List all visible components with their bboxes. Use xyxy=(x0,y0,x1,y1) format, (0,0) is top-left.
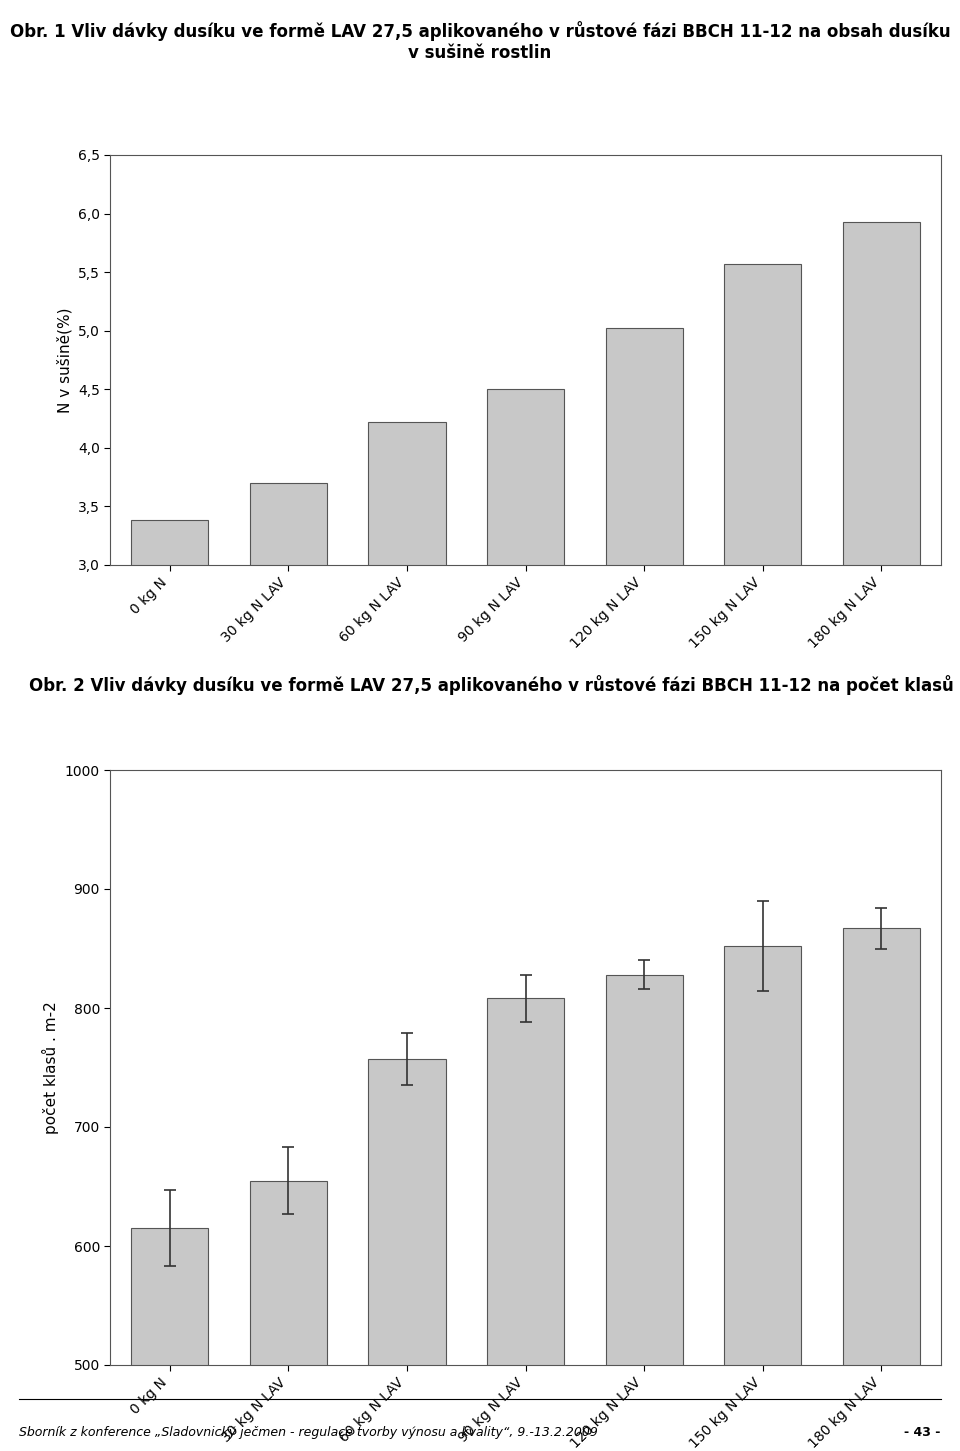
Y-axis label: N v sušině(%): N v sušině(%) xyxy=(57,308,72,412)
Bar xyxy=(250,483,327,917)
Text: Obr. 2 Vliv dávky dusíku ve formě LAV 27,5 aplikovaného v růstové fázi BBCH 11-1: Obr. 2 Vliv dávky dusíku ve formě LAV 27… xyxy=(29,675,960,695)
Bar xyxy=(724,264,802,917)
Bar xyxy=(250,1181,327,1451)
Bar xyxy=(487,998,564,1451)
Bar xyxy=(132,521,208,917)
Text: Obr. 1 Vliv dávky dusíku ve formě LAV 27,5 aplikovaného v růstové fázi BBCH 11-1: Obr. 1 Vliv dávky dusíku ve formě LAV 27… xyxy=(10,22,950,62)
Bar xyxy=(843,929,920,1451)
Bar xyxy=(606,328,683,917)
Bar xyxy=(132,1228,208,1451)
Text: Sborník z konference „Sladovnický ječmen - regulace tvorby výnosu a kvality“, 9.: Sborník z konference „Sladovnický ječmen… xyxy=(19,1426,598,1439)
Bar xyxy=(369,422,445,917)
Bar xyxy=(487,389,564,917)
Bar xyxy=(606,975,683,1451)
Bar xyxy=(843,222,920,917)
Text: - 43 -: - 43 - xyxy=(904,1426,941,1439)
Y-axis label: počet klasů . m-2: počet klasů . m-2 xyxy=(42,1001,60,1133)
Bar xyxy=(369,1059,445,1451)
Bar xyxy=(724,946,802,1451)
